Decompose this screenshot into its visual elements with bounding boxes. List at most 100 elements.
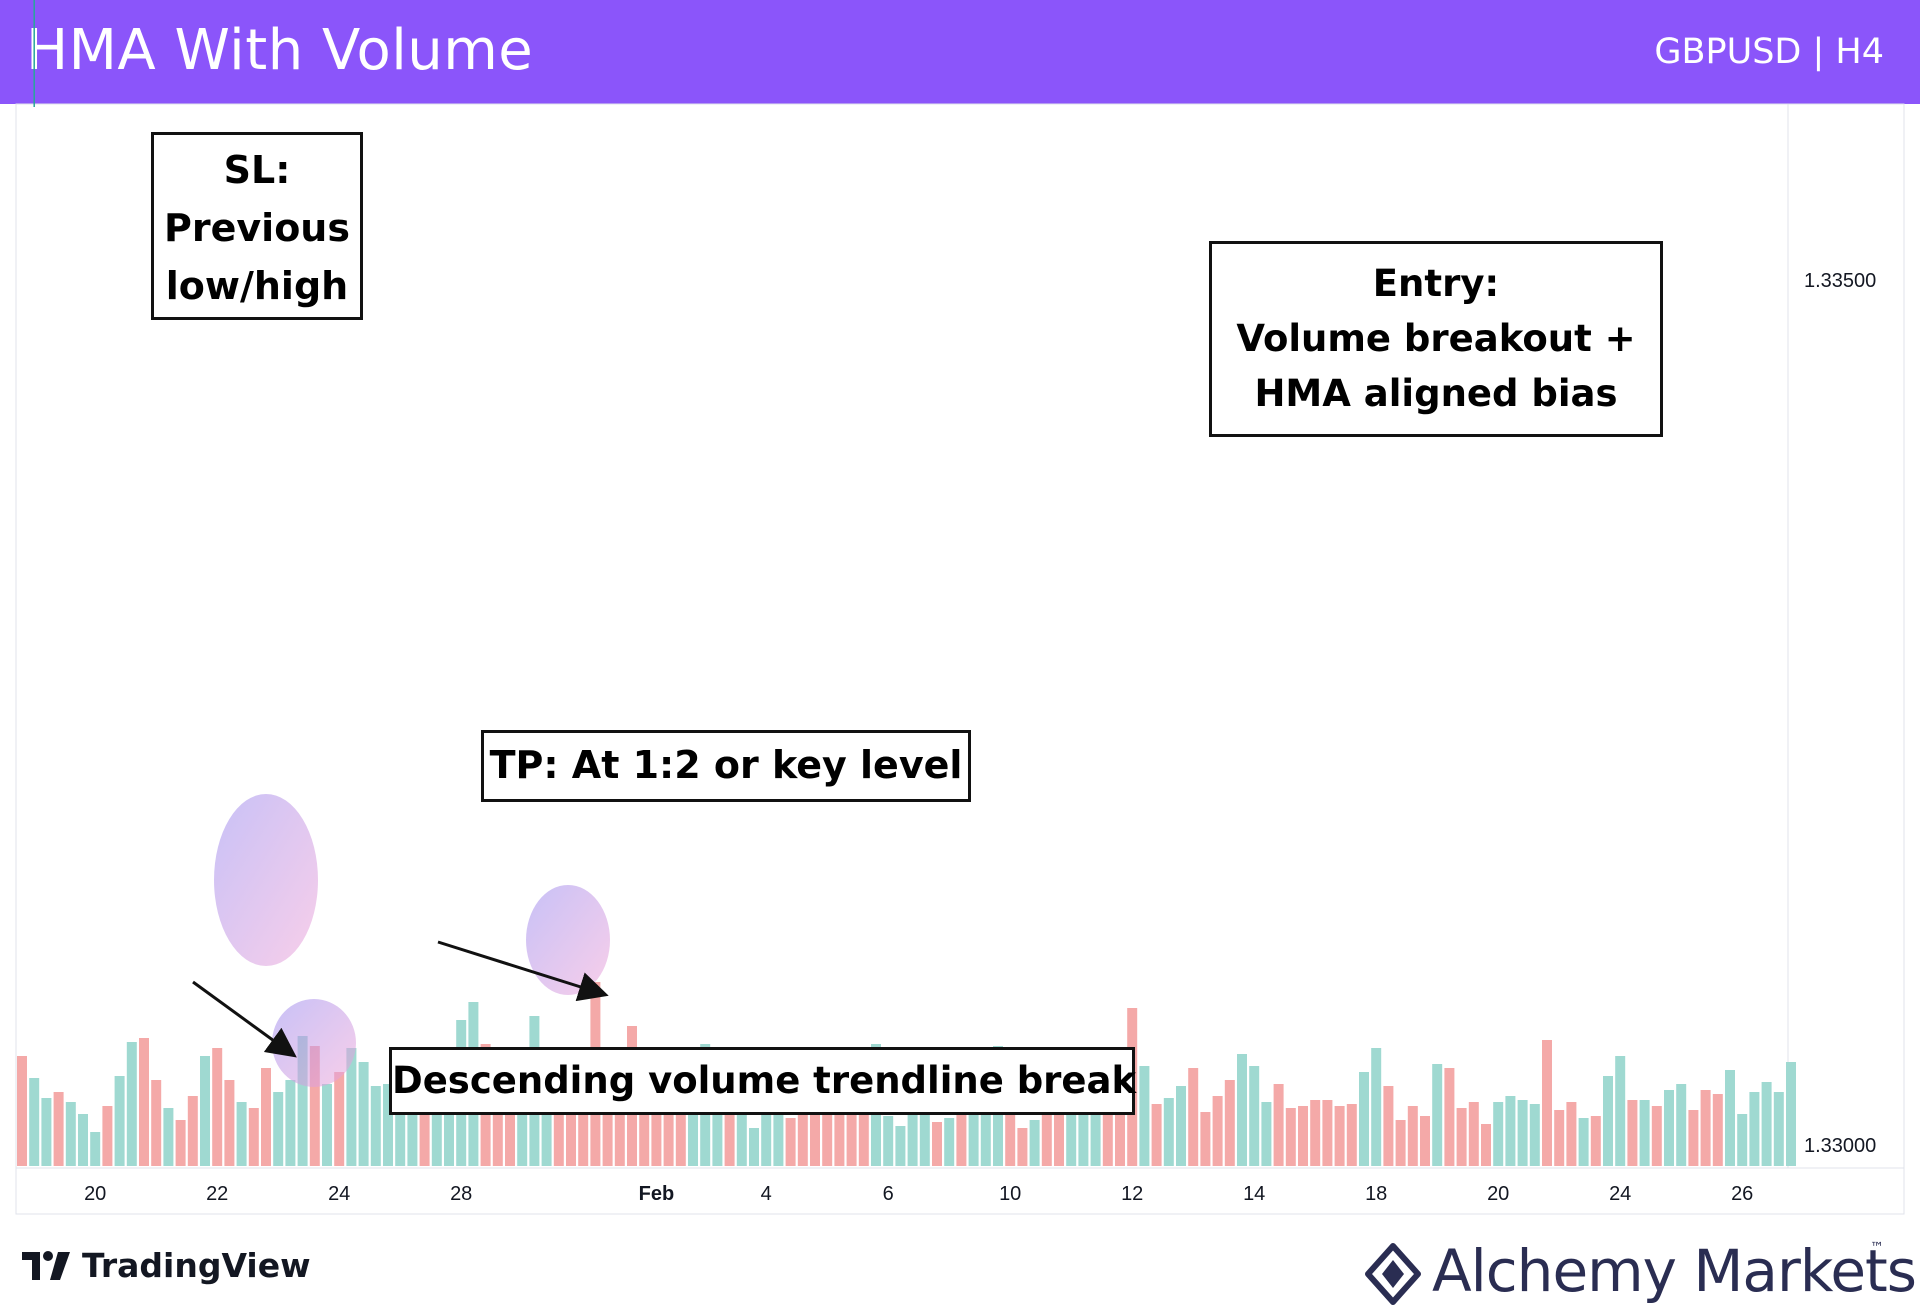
volume-bar: [1273, 1084, 1284, 1166]
volume-bar: [675, 1100, 686, 1166]
tradingview-logo-icon: [22, 1251, 70, 1280]
volume-bar: [114, 1076, 125, 1166]
volume-bar: [968, 1108, 979, 1166]
sl-line-3: low/high: [165, 264, 349, 308]
volume-bar: [1310, 1100, 1321, 1166]
volume-bar: [212, 1048, 223, 1166]
volume-bar: [1407, 1106, 1418, 1166]
volume-bar: [724, 1072, 735, 1166]
volume-bar: [346, 1048, 357, 1166]
volume-bar: [1261, 1102, 1272, 1166]
volume-bar: [1529, 1104, 1540, 1166]
trendline-arrow-2: [437, 940, 609, 1002]
volume-bar: [883, 1116, 894, 1166]
volume-bar: [1249, 1066, 1260, 1166]
volume-bar: [1029, 1120, 1040, 1166]
time-tick-label: 24: [328, 1183, 350, 1205]
volume-bar: [1102, 1092, 1113, 1166]
candle: [33, 0, 35, 107]
volume-bar: [187, 1096, 198, 1166]
volume-bar: [492, 1076, 503, 1166]
volume-bar: [505, 1080, 515, 1166]
volume-bar: [383, 1084, 393, 1166]
volume-bar: [334, 1072, 345, 1166]
time-axis: 20 22 24 28 Feb 4 6 10 12 14 18 20 24 26: [84, 1183, 1753, 1205]
volume-bar: [578, 1092, 589, 1166]
volume-spike-highlight: [214, 794, 318, 966]
alchemy-markets-wordmark: Alchemy Markets: [1432, 1237, 1917, 1305]
volume-bar: [736, 1100, 747, 1166]
volume-bar: [1761, 1082, 1772, 1166]
volume-bar: [53, 1092, 64, 1166]
volume-bar: [309, 1046, 320, 1166]
volume-bar: [1737, 1114, 1748, 1166]
volume-bar: [175, 1120, 186, 1166]
sl-line-1: SL:: [223, 148, 291, 192]
volume-bar: [1237, 1054, 1247, 1166]
volume-bar: [541, 1068, 552, 1166]
price-axis: 1.33000 1.33500: [1804, 270, 1876, 1157]
time-tick-label: 20: [1487, 1183, 1509, 1205]
volume-bar: [1420, 1116, 1430, 1166]
volume-bar: [1639, 1100, 1650, 1166]
volume-bar: [1456, 1108, 1467, 1166]
alchemy-markets-logo-icon: [1365, 1243, 1421, 1305]
volume-bar: [126, 1042, 137, 1166]
entry-line-3: HMA aligned bias: [1254, 372, 1618, 415]
volume-bar: [602, 1080, 613, 1166]
trademark-mark: ™: [1870, 1240, 1884, 1256]
volume-bar: [1383, 1086, 1394, 1166]
volume-bar: [688, 1074, 698, 1166]
volume-bar: [370, 1086, 381, 1166]
time-tick-label: 20: [84, 1183, 106, 1205]
volume-bar: [907, 1100, 918, 1166]
volume-bar: [65, 1102, 76, 1166]
volume-bar: [1115, 1088, 1125, 1166]
volume-bar: [651, 1080, 662, 1166]
volume-bar: [1578, 1118, 1589, 1166]
time-tick-label: 18: [1365, 1183, 1387, 1205]
volume-bar: [273, 1092, 284, 1166]
title-banner: HMA With Volume GBPUSD | H4: [0, 0, 1920, 104]
volume-bar: [785, 1118, 796, 1166]
volume-bar: [846, 1088, 857, 1166]
volume-bar: [17, 1056, 27, 1166]
volume-bar: [822, 1074, 833, 1166]
time-tick-label: 10: [999, 1183, 1021, 1205]
time-tick-label: 14: [1243, 1183, 1265, 1205]
volume-bar: [1054, 1100, 1064, 1166]
volume-bar: [90, 1132, 101, 1166]
price-tick-label: 1.33000: [1804, 1135, 1876, 1157]
volume-bar: [29, 1078, 40, 1166]
volume-bar: [1188, 1068, 1199, 1166]
volume-bar: [712, 1066, 723, 1166]
trendline-arrow-1: [192, 980, 297, 1058]
volume-bar: [236, 1102, 247, 1166]
volume-bar: [1151, 1104, 1162, 1166]
time-tick-label: 6: [883, 1183, 894, 1205]
volume-bar: [810, 1110, 820, 1166]
volume-bar: [200, 1056, 210, 1166]
time-tick-label: 28: [450, 1183, 472, 1205]
volume-bar: [1590, 1116, 1601, 1166]
volume-bar: [1041, 1108, 1052, 1166]
volume-bar: [1627, 1100, 1638, 1166]
volume-bar: [444, 1078, 454, 1166]
volume-bar: [395, 1072, 406, 1166]
volume-bar: [297, 1036, 308, 1166]
volume-bar: [1163, 1098, 1174, 1166]
volume-bar: [163, 1108, 174, 1166]
volume-bar: [1468, 1102, 1479, 1166]
volume-bar: [1481, 1124, 1491, 1166]
volume-bar: [1212, 1096, 1223, 1166]
volume-bar: [1712, 1094, 1723, 1166]
volume-bar: [1725, 1070, 1735, 1166]
volume-bar: [41, 1098, 52, 1166]
volume-bar: [1542, 1040, 1552, 1166]
time-tick-label: Feb: [639, 1183, 675, 1205]
volume-bar: [1224, 1080, 1235, 1166]
volume-bar: [1773, 1092, 1784, 1166]
time-tick-label: 26: [1731, 1183, 1753, 1205]
volume-bar: [797, 1096, 808, 1166]
volume-bar: [224, 1080, 235, 1166]
